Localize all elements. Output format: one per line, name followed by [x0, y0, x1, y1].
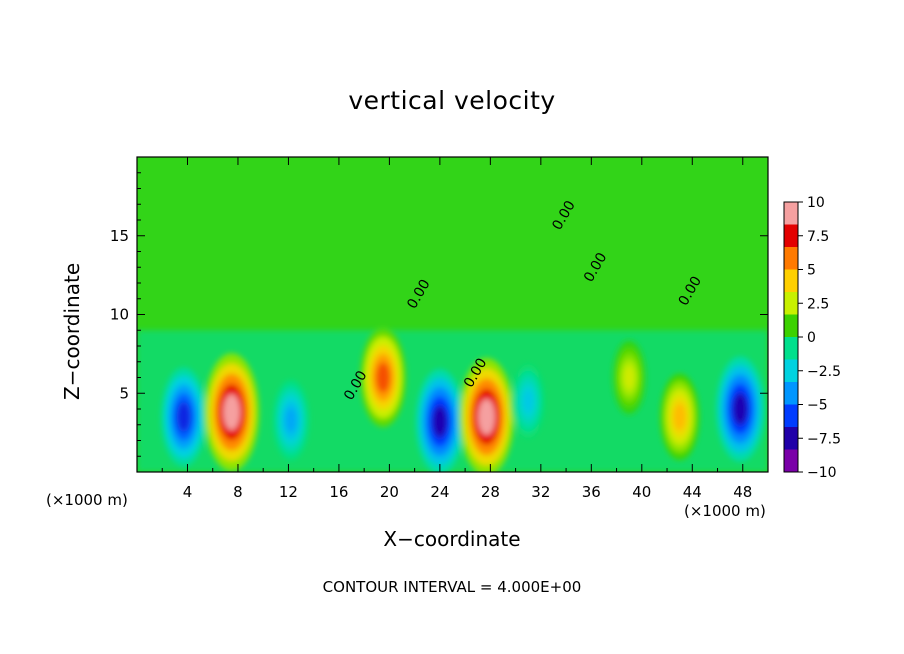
y-axis-label: Z−coordinate: [60, 262, 84, 400]
field-feature-7: [624, 366, 635, 389]
colorbar-swatch: [784, 359, 798, 383]
field-feature-3: [376, 362, 391, 393]
x-tick-label: 36: [582, 483, 601, 501]
x-axis: 4 8 12 16 20 24 28 32 36 40 44 48: [161, 157, 752, 501]
colorbar-label: 7.5: [807, 229, 829, 245]
y-axis-unit: (×1000 m): [46, 491, 128, 509]
field-feature-2: [285, 407, 297, 433]
colorbar-swatch: [784, 269, 798, 293]
x-axis-label: X−coordinate: [383, 527, 521, 551]
field-feature-1: [223, 394, 241, 431]
x-axis-unit: (×1000 m): [684, 502, 766, 520]
colorbar: 10 7.5 5 2.5 0 −2.5 −5 −7.5 −10: [783, 195, 841, 481]
colorbar-swatch: [784, 449, 798, 473]
x-tick-label: 16: [329, 483, 348, 501]
x-tick-label: 24: [430, 483, 449, 501]
contour-interval-note: CONTOUR INTERVAL = 4.000E+00: [322, 578, 582, 596]
colorbar-swatch: [784, 292, 798, 315]
x-tick-label: 32: [531, 483, 550, 501]
field-feature-8: [673, 403, 686, 431]
x-tick-label: 8: [233, 483, 243, 501]
x-tick-label: 28: [481, 483, 500, 501]
colorbar-label: 5: [807, 263, 816, 279]
colorbar-label: −10: [807, 465, 837, 481]
field-feature-9: [732, 392, 748, 426]
field-feature-6: [523, 389, 534, 413]
colorbar-swatch: [784, 224, 798, 248]
colorbar-swatch: [784, 247, 798, 270]
chart-title: vertical velocity: [348, 86, 556, 115]
x-tick-label: 48: [733, 483, 752, 501]
colorbar-label: 10: [807, 195, 825, 211]
colorbar-swatch: [784, 202, 798, 225]
colorbar-swatch: [784, 382, 798, 405]
x-tick-label: 40: [632, 483, 651, 501]
colorbar-label: −2.5: [807, 364, 841, 380]
colorbar-swatch: [784, 314, 798, 338]
x-tick-label: 12: [279, 483, 298, 501]
colorbar-label: −7.5: [807, 431, 841, 447]
colorbar-swatch: [784, 404, 798, 428]
colorbar-label: −5: [807, 398, 828, 414]
colorbar-swatch: [784, 337, 798, 360]
colorbar-swatch: [784, 427, 798, 450]
y-tick-label: 15: [110, 227, 129, 245]
field-feature-5: [478, 398, 495, 435]
x-tick-label: 44: [683, 483, 702, 501]
colorbar-label: 0: [807, 330, 816, 346]
x-tick-label: 4: [183, 483, 193, 501]
x-tick-label: 20: [380, 483, 399, 501]
y-axis: 5 10 15: [110, 172, 768, 457]
heatmap-field: 0.000.000.000.000.000.00: [137, 157, 768, 472]
y-tick-label: 5: [119, 384, 129, 402]
field-feature-4: [432, 405, 448, 438]
colorbar-label: 2.5: [807, 296, 829, 312]
field-feature-0: [176, 401, 191, 432]
y-tick-label: 10: [110, 306, 129, 324]
